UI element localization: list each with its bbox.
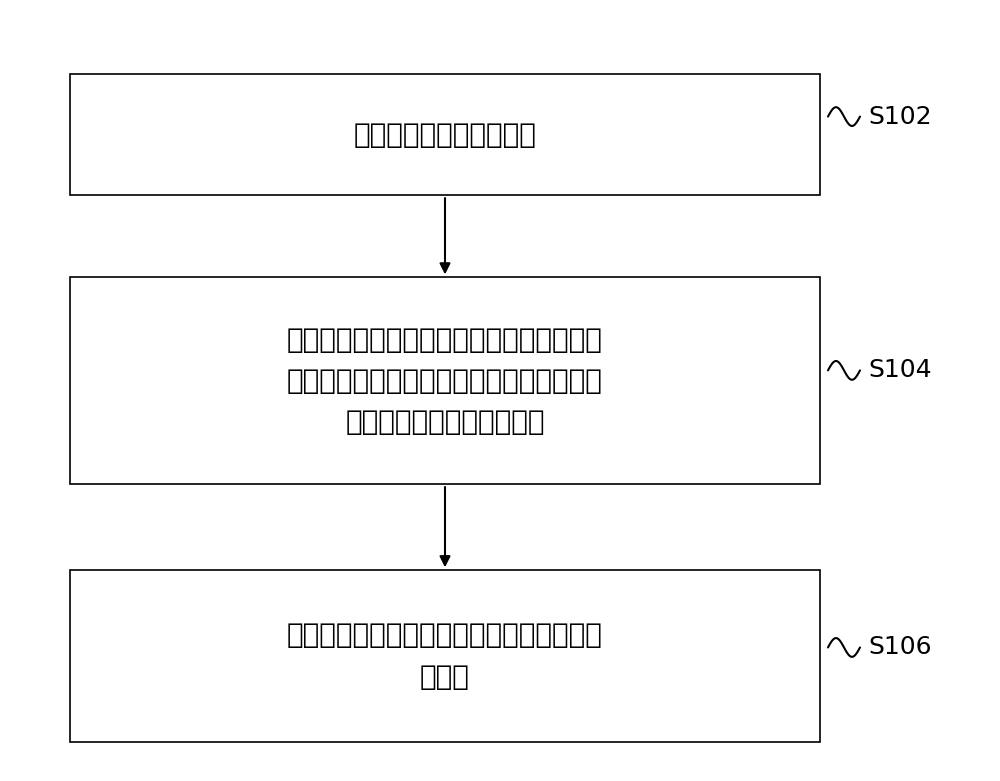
- Text: S106: S106: [868, 636, 932, 659]
- Text: S102: S102: [868, 105, 932, 129]
- FancyBboxPatch shape: [70, 277, 820, 484]
- Text: 对多个并行识别结果进行汇总，得到故障识
别结果: 对多个并行识别结果进行汇总，得到故障识 别结果: [287, 622, 603, 690]
- FancyBboxPatch shape: [70, 74, 820, 195]
- Text: S104: S104: [868, 358, 932, 383]
- Text: 将电力设备的放电信号输入至并行识别模型
中，得到多个并行识别结果，其中，并行识
别模型部署在多个子节点上: 将电力设备的放电信号输入至并行识别模型 中，得到多个并行识别结果，其中，并行识 …: [287, 326, 603, 436]
- FancyBboxPatch shape: [70, 570, 820, 742]
- Text: 获取电力设备的放电信号: 获取电力设备的放电信号: [354, 121, 536, 148]
